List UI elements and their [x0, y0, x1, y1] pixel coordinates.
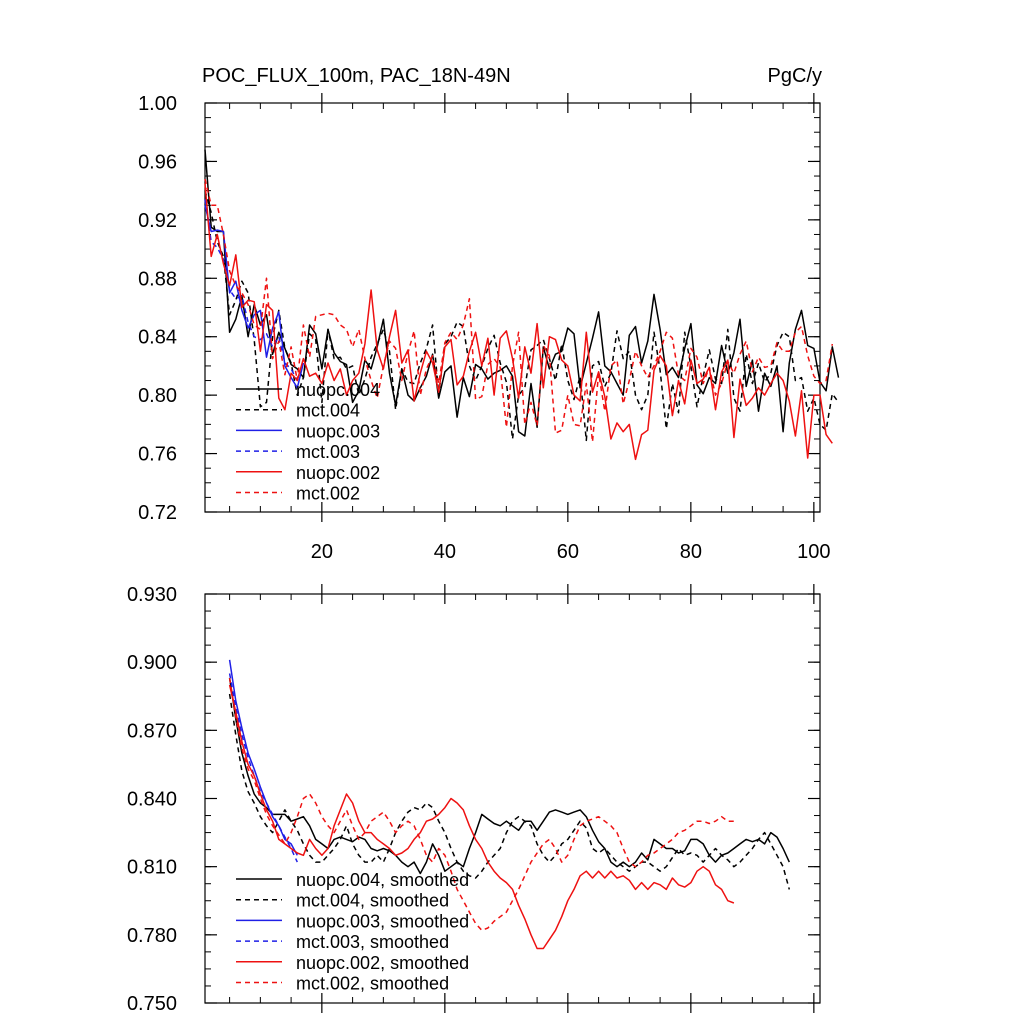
series-line-nuopc-003-smoothed: [228, 659, 298, 856]
x-tick-label: 80: [680, 541, 702, 563]
y-tick-label: 0.88: [138, 268, 177, 290]
y-tick-label: 0.870: [127, 720, 177, 742]
y-tick-label: 0.840: [127, 789, 177, 811]
legend-label: mct.003: [296, 442, 360, 462]
y-tick-label: 0.750: [127, 993, 177, 1015]
legend-label: mct.003, smoothed: [296, 932, 449, 952]
legend-label: mct.004, smoothed: [296, 891, 449, 911]
y-tick-label: 0.76: [138, 444, 177, 466]
bottom-panel: 0.750 0.780 0.810 0.840 0.870 0.900 0.930 nuopc…: [127, 584, 821, 1015]
legend-label: mct.004: [296, 401, 360, 421]
series-line-mct-004-smoothed: [228, 693, 791, 890]
y-tick-label: 0.72: [138, 502, 177, 524]
series-line-nuopc-003: [204, 205, 305, 389]
legend-label: mct.002: [296, 484, 360, 504]
legend-label: nuopc.004, smoothed: [296, 870, 469, 890]
x-tick-label: 20: [311, 541, 333, 563]
y-tick-label: 0.96: [138, 151, 177, 173]
top-panel: POC_FLUX_100m, PAC_18N-49N PgC/y 20 40 60 8…: [138, 65, 840, 563]
series-line-nuopc-002: [204, 183, 833, 461]
units-label: PgC/y: [768, 65, 822, 87]
y-tick-label: 0.780: [127, 925, 177, 947]
series-line-mct-004: [204, 190, 840, 442]
y-tick-label: 1.00: [138, 93, 177, 115]
y-tick-label: 0.810: [127, 857, 177, 879]
series-line-nuopc-004: [204, 149, 840, 437]
y-tick-label: 0.84: [138, 327, 177, 349]
legend-label: nuopc.003, smoothed: [296, 911, 469, 931]
x-tick-label: 60: [557, 541, 579, 563]
y-tick-label: 0.92: [138, 210, 177, 232]
chart-title: POC_FLUX_100m, PAC_18N-49N: [202, 65, 511, 87]
y-tick-label: 0.80: [138, 385, 177, 407]
x-tick-label: 40: [434, 541, 456, 563]
series-line-mct-003: [204, 199, 298, 381]
legend-label: mct.002, smoothed: [296, 974, 449, 994]
x-tick-label: 100: [797, 541, 830, 563]
legend-label: nuopc.002, smoothed: [296, 953, 469, 973]
y-tick-label: 0.900: [127, 652, 177, 674]
legend-label: nuopc.004: [296, 380, 380, 400]
series-line-mct-002: [204, 178, 834, 443]
legend-label: nuopc.003: [296, 421, 380, 441]
legend-label: nuopc.002: [296, 463, 380, 483]
series-line-mct-003-smoothed: [228, 673, 298, 863]
series-line-nuopc-002-smoothed: [228, 684, 735, 950]
series-line-nuopc-004-smoothed: [228, 677, 790, 875]
y-tick-label: 0.930: [127, 584, 177, 606]
